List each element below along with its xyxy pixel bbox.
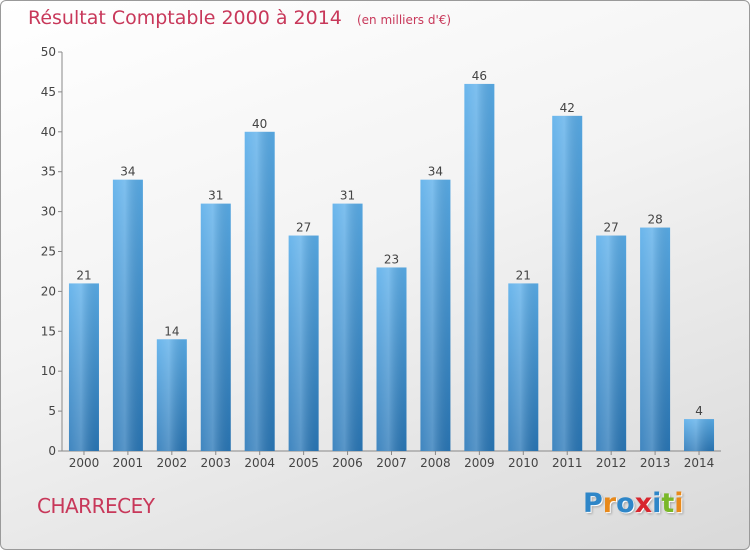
logo-letter: P <box>583 488 603 519</box>
bar-value-label: 40 <box>252 117 267 131</box>
x-tick-label: 2003 <box>200 456 231 470</box>
chart-bars: 21 34 14 31 40 27 31 23 34 46 21 42 27 28 4 <box>68 69 715 452</box>
bar-shine <box>200 203 231 451</box>
x-tick-label: 2013 <box>640 456 671 470</box>
chart-subtitle: (en milliers d'€) <box>356 13 452 27</box>
x-tick-label: 2007 <box>376 456 407 470</box>
y-tick-label: 45 <box>41 85 56 99</box>
title-row: Résultat Comptable 2000 à 2014 (en milli… <box>28 7 451 29</box>
bar-value-label: 31 <box>340 189 355 203</box>
bar-value-label: 23 <box>384 252 399 266</box>
x-tick-label: 2009 <box>464 456 495 470</box>
y-tick-label: 35 <box>41 165 56 179</box>
y-tick-label: 30 <box>41 205 56 219</box>
bar-shine <box>420 179 451 451</box>
bar-value-label: 34 <box>120 165 135 179</box>
x-tick-label: 2012 <box>596 456 627 470</box>
proxiti-logo[interactable]: Proxiti <box>583 488 684 519</box>
y-tick-label: 50 <box>41 45 56 59</box>
y-tick-label: 20 <box>41 284 56 298</box>
bar-value-label: 28 <box>647 213 662 227</box>
bar-shine <box>156 339 187 451</box>
bar-value-label: 21 <box>76 268 91 282</box>
x-tick-label: 2005 <box>288 456 319 470</box>
bar-shine <box>376 267 407 451</box>
logo-letter: t <box>661 488 675 519</box>
x-tick-label: 2004 <box>244 456 275 470</box>
bar-shine <box>112 179 143 451</box>
bar-value-label: 34 <box>428 165 443 179</box>
bar-shine <box>552 115 583 451</box>
y-tick-label: 0 <box>48 444 56 458</box>
bar-value-label: 4 <box>695 404 703 418</box>
logo-letter: i <box>652 488 662 519</box>
logo-letter: i <box>674 488 684 519</box>
bar-value-label: 31 <box>208 189 223 203</box>
x-tick-label: 2000 <box>69 456 100 470</box>
bar-value-label: 21 <box>516 268 531 282</box>
bar-value-label: 42 <box>560 101 575 115</box>
chart-title: Résultat Comptable 2000 à 2014 <box>28 7 342 29</box>
bar-shine <box>596 235 627 451</box>
bar-shine <box>244 131 275 452</box>
logo-letter: x <box>634 488 653 519</box>
x-tick-label: 2010 <box>508 456 539 470</box>
bar-shine <box>508 283 539 451</box>
logo-letter: o <box>616 488 635 519</box>
commune-name: CHARRECEY <box>37 494 155 518</box>
y-tick-label: 25 <box>41 245 56 259</box>
y-tick-label: 10 <box>41 364 56 378</box>
y-tick-label: 40 <box>41 125 56 139</box>
x-tick-label: 2001 <box>113 456 144 470</box>
x-tick-label: 2006 <box>332 456 363 470</box>
y-tick-label: 15 <box>41 324 56 338</box>
bar-value-label: 27 <box>604 221 619 235</box>
bar-shine <box>332 203 363 451</box>
bar-shine <box>464 83 495 452</box>
x-tick-label: 2002 <box>157 456 188 470</box>
bar-shine <box>640 227 671 451</box>
bar-shine <box>288 235 319 451</box>
y-tick-label: 5 <box>48 404 56 418</box>
bar-value-label: 14 <box>164 324 179 338</box>
bar-shine <box>68 283 99 451</box>
bar-value-label: 27 <box>296 221 311 235</box>
logo-letter: r <box>602 488 617 519</box>
x-tick-label: 2011 <box>552 456 583 470</box>
x-tick-label: 2014 <box>684 456 715 470</box>
bar-value-label: 46 <box>472 69 487 83</box>
bar-shine <box>684 419 715 451</box>
x-tick-label: 2008 <box>420 456 451 470</box>
